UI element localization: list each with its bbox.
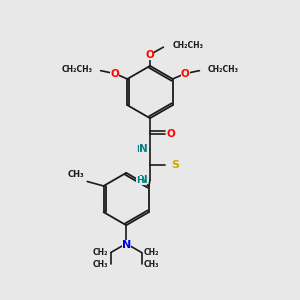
Text: H: H: [136, 145, 143, 154]
Text: O: O: [181, 69, 190, 79]
Text: O: O: [146, 50, 154, 60]
Text: CH₂CH₃: CH₂CH₃: [61, 65, 92, 74]
Text: CH₂CH₃: CH₂CH₃: [172, 41, 203, 50]
Text: CH₃: CH₃: [93, 260, 108, 269]
Text: CH₂CH₃: CH₂CH₃: [208, 65, 239, 74]
Text: CH₃: CH₃: [68, 170, 84, 179]
Text: O: O: [110, 69, 119, 79]
Text: S: S: [171, 160, 179, 170]
Text: CH₂: CH₂: [144, 248, 160, 257]
Text: O: O: [167, 129, 175, 139]
Text: N: N: [139, 144, 147, 154]
Text: CH₃: CH₃: [144, 260, 160, 269]
Text: H: H: [136, 176, 143, 184]
Text: N: N: [139, 175, 147, 185]
Text: N: N: [122, 240, 131, 250]
Text: CH₂: CH₂: [93, 248, 108, 257]
